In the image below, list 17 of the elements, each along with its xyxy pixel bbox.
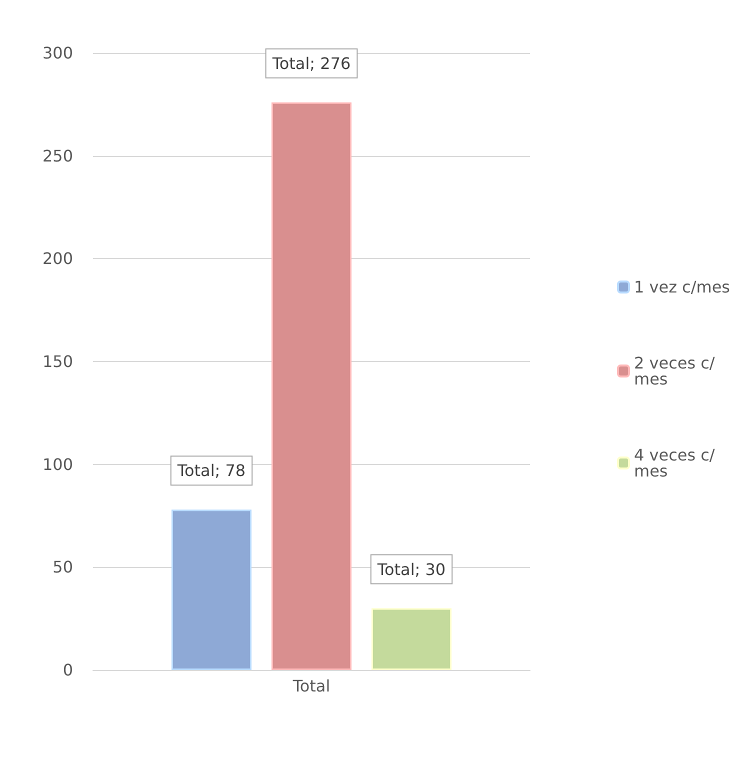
bar [272, 102, 352, 670]
legend-label: 2 veces c/mes [634, 354, 716, 388]
y-tick-label: 0 [62, 660, 73, 680]
y-tick-label: 150 [42, 352, 73, 371]
data-label: Total; 30 [376, 560, 446, 579]
y-tick-label: 300 [42, 44, 73, 62]
bar [372, 608, 452, 670]
y-tick-label: 50 [52, 558, 73, 577]
y-tick-label: 100 [42, 454, 73, 474]
bar [172, 510, 252, 670]
legend-label: 4 veces c/mes [634, 446, 716, 480]
x-tick-label: Total [292, 676, 330, 696]
y-tick-label: 250 [42, 146, 73, 166]
data-label: Total; 78 [176, 461, 246, 480]
legend-label: 1 vez c/mes [634, 278, 730, 296]
y-tick-label: 200 [42, 249, 73, 268]
data-label: Total; 276 [271, 54, 351, 73]
